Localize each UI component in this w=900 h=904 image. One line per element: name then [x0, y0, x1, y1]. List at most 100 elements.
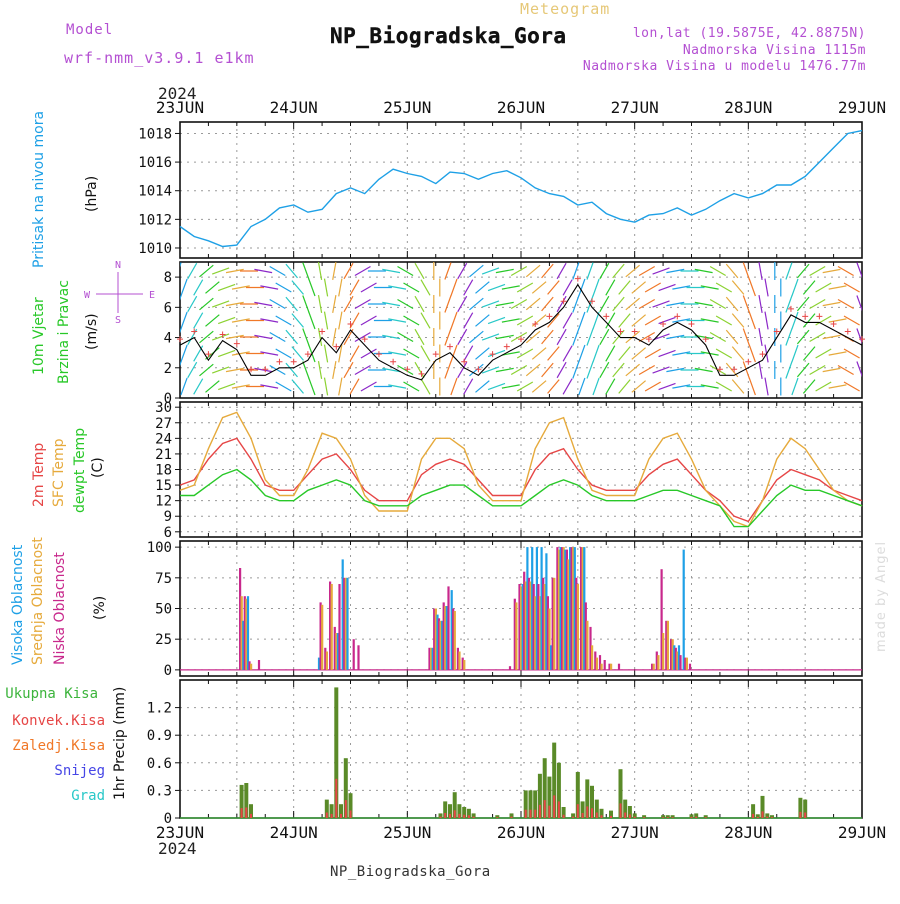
precip-bar-conv — [524, 809, 527, 818]
cloud-bar-high — [341, 559, 344, 670]
precip-bar — [249, 804, 253, 818]
panel-wind: 0 2 4 6 8 — [164, 261, 865, 407]
wind-arrow — [469, 363, 484, 377]
wind-arrow — [785, 328, 793, 346]
wind-arrow — [725, 329, 739, 345]
wind-arrow — [495, 301, 514, 307]
wind-arrow — [323, 377, 329, 396]
wind-arrow — [742, 262, 750, 280]
wind-arrow — [758, 262, 763, 281]
precip-bar-conv — [349, 810, 352, 818]
date-label-bottom: 25JUN — [383, 823, 431, 842]
wind-arrow — [291, 313, 304, 328]
wind-arrow — [199, 297, 214, 311]
wind-arrow — [360, 348, 377, 359]
cloud-bar-low — [532, 584, 535, 670]
cloud-bar-low — [594, 651, 597, 670]
wind-arrow — [510, 298, 528, 310]
wind-arrow — [317, 262, 323, 281]
wind-gust-mark — [177, 336, 183, 343]
ytick-label: 30 — [155, 400, 172, 416]
wind-arrow — [205, 347, 220, 360]
panels: 1010101210141016101802468691215182124273… — [138, 98, 886, 842]
wind-arrow — [541, 263, 554, 279]
wind-arrow — [638, 265, 655, 277]
cloud-bar-high — [583, 547, 586, 670]
wind-arrow — [731, 379, 745, 394]
wind-arrow — [382, 334, 401, 340]
wind-arrow — [578, 311, 586, 330]
wind-arrow — [450, 311, 458, 330]
cloud-bar-low — [651, 663, 654, 670]
wind-arrow — [501, 384, 520, 389]
cloud-bar-low — [338, 584, 341, 670]
cloud-bar-mid — [657, 655, 660, 670]
wind-arrow — [450, 377, 458, 396]
wind-arrow — [531, 281, 547, 294]
cloud-bar-mid — [515, 602, 518, 670]
precip-bar — [609, 810, 613, 818]
wind-arrow — [254, 367, 273, 373]
wind-arrow — [531, 380, 547, 393]
cloud-bar-low — [603, 660, 606, 670]
elevation-label: Nadmorska Visina 1115m — [683, 43, 866, 58]
wind-arrow — [672, 384, 691, 389]
wind-arrow — [225, 301, 244, 307]
ytick-label: 24 — [155, 431, 172, 447]
precip-bar — [571, 813, 576, 818]
wind-arrow — [700, 285, 719, 290]
wind-arrow — [652, 366, 670, 374]
precip-bar-conv — [463, 814, 466, 818]
temp-ylabel1: 2m Temp — [31, 443, 47, 507]
ytick-label: 21 — [155, 447, 172, 463]
wind-arrow — [837, 364, 854, 376]
wind-arrow — [180, 361, 182, 367]
wind-arrow — [562, 279, 573, 296]
wind-arrow — [592, 278, 600, 297]
precip-bar — [466, 808, 471, 818]
cloud-bar-low — [437, 618, 441, 670]
wind-arrow — [715, 381, 732, 392]
wind-arrow — [510, 265, 528, 277]
wind-arrow — [815, 381, 832, 392]
wind-arrow — [205, 281, 220, 294]
wind-arrow — [275, 348, 292, 359]
wind-arrow — [631, 281, 646, 294]
wind-arrow — [843, 348, 860, 359]
precip-bar-conv — [449, 813, 451, 818]
wind-arrow — [397, 265, 414, 277]
wind-arrow — [388, 384, 407, 389]
ytick-label: 6 — [164, 525, 172, 541]
precip-bar — [703, 815, 708, 818]
wind-arrow — [338, 377, 343, 396]
precip-bar-conv — [439, 816, 442, 818]
wind-arrow — [217, 283, 236, 292]
wind-gust-mark — [745, 358, 752, 365]
cloud-bar-low — [319, 602, 322, 670]
wind-arrow — [715, 348, 732, 359]
wind-gust-mark — [546, 313, 553, 320]
wind-arrow — [605, 312, 616, 329]
precip-bar — [239, 784, 244, 818]
wind-arrow — [572, 361, 580, 379]
wind-arrow — [715, 315, 732, 326]
wind-arrow — [516, 381, 534, 392]
wind-gust-mark — [702, 336, 709, 343]
ytick-label: 1016 — [138, 155, 172, 171]
temp-ylabel2: SFC Temp — [51, 438, 67, 507]
wind-arrow — [605, 345, 616, 362]
wind-arrow — [556, 328, 567, 346]
wind-arrow — [672, 285, 691, 290]
wind-arrow — [625, 363, 640, 377]
wind-arrow — [725, 263, 739, 279]
wind-arrow — [291, 346, 304, 361]
wind-arrow — [599, 361, 610, 379]
wind-gust-mark — [503, 343, 510, 350]
precip-bar — [334, 687, 339, 818]
wind-arrow — [758, 294, 763, 314]
precip-bar-conv — [335, 778, 338, 818]
wind-arrow — [349, 312, 360, 329]
precip-bar-conv — [344, 800, 347, 818]
date-label-top: 25JUN — [383, 98, 431, 117]
wind-arrow — [796, 296, 810, 312]
